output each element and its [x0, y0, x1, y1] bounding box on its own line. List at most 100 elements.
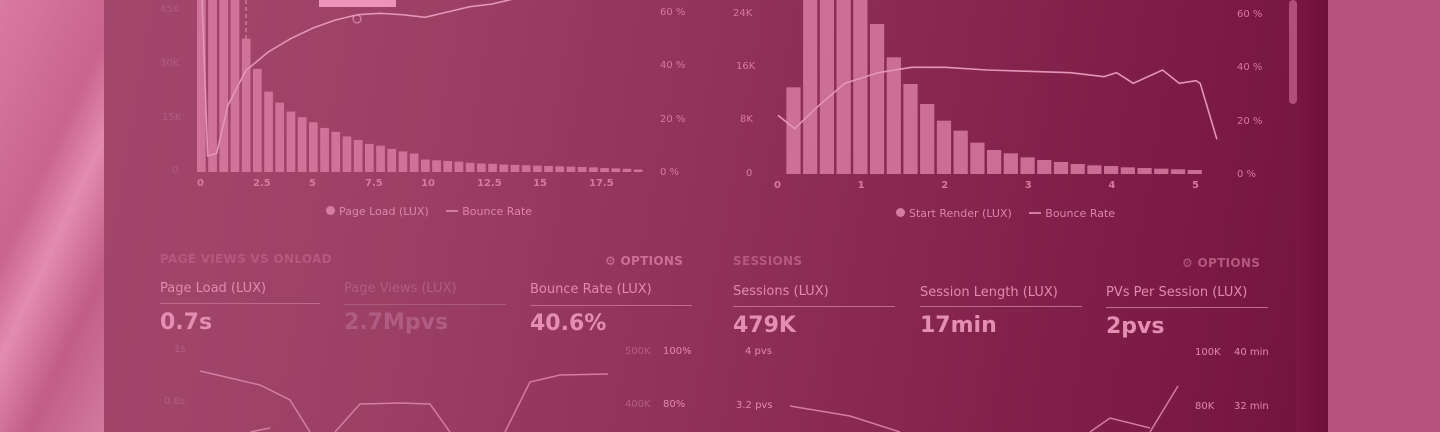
histogram-bar[interactable] — [264, 91, 273, 172]
options-button[interactable]: ⚙ OPTIONS — [605, 254, 683, 268]
metric-label[interactable]: Bounce Rate (LUX) — [530, 282, 652, 297]
histogram-bar[interactable] — [421, 159, 430, 172]
histogram-bar[interactable] — [320, 127, 329, 172]
histogram-bar[interactable] — [1137, 168, 1152, 174]
options-button[interactable]: ⚙ OPTIONS — [1182, 256, 1260, 270]
histogram-bar[interactable] — [365, 143, 374, 172]
histogram-bar[interactable] — [611, 168, 621, 172]
histogram-bar[interactable] — [1037, 160, 1052, 174]
section-title: SESSIONS — [733, 254, 803, 268]
histogram-bar[interactable] — [953, 130, 968, 174]
histogram-bar[interactable] — [443, 160, 453, 172]
histogram-bar[interactable] — [600, 168, 609, 172]
y2-tick: 40 % — [660, 60, 686, 71]
histogram-bar[interactable] — [286, 111, 296, 172]
histogram-bar[interactable] — [987, 150, 1002, 174]
y-tick: 30K — [160, 58, 180, 69]
monitor-bezel — [1296, 0, 1328, 432]
legend-dot-icon — [326, 206, 335, 215]
histogram-bar[interactable] — [1053, 162, 1069, 174]
histogram-bar[interactable] — [208, 0, 217, 172]
section-title: PAGE VIEWS VS ONLOAD — [160, 252, 332, 266]
y2-tick: 40 % — [1237, 62, 1263, 73]
histogram-bar[interactable] — [555, 166, 565, 172]
histogram-bar[interactable] — [920, 104, 935, 174]
legend: Page Load (LUX) Bounce Rate — [326, 205, 532, 218]
histogram-bar[interactable] — [409, 153, 419, 172]
histogram-bar[interactable] — [454, 161, 464, 172]
metric-label[interactable]: Session Length (LUX) — [920, 285, 1058, 300]
gear-icon: ⚙ — [605, 254, 617, 268]
histogram-bar[interactable] — [219, 0, 229, 172]
histogram-bar[interactable] — [510, 164, 520, 172]
histogram-bar[interactable] — [803, 0, 818, 174]
metric-value: 0.7s — [160, 310, 213, 335]
histogram-bar[interactable] — [1187, 170, 1202, 174]
histogram-bar[interactable] — [499, 164, 509, 172]
histogram-bar[interactable] — [566, 166, 576, 172]
y2-tick: 0 % — [660, 167, 680, 178]
histogram-bar[interactable] — [1170, 169, 1186, 174]
histogram-bar[interactable] — [230, 0, 240, 172]
histogram-bar[interactable] — [521, 165, 531, 172]
histogram-bar[interactable] — [253, 68, 262, 172]
histogram-bar[interactable] — [886, 57, 901, 175]
metric-label[interactable]: PVs Per Session (LUX) — [1106, 285, 1248, 300]
scrollbar[interactable] — [1289, 0, 1297, 104]
histogram-bar[interactable] — [1087, 165, 1102, 174]
histogram-bar[interactable] — [533, 165, 542, 172]
histogram-bar[interactable] — [342, 136, 352, 172]
histogram-bar[interactable] — [786, 87, 801, 174]
divider — [344, 304, 506, 305]
histogram-bar[interactable] — [1070, 164, 1085, 174]
histogram-bar[interactable] — [376, 145, 385, 172]
legend-bars: Start Render (LUX) — [909, 207, 1012, 220]
histogram-bar[interactable] — [1154, 168, 1169, 174]
histogram-bar[interactable] — [970, 142, 985, 174]
histogram-bar[interactable] — [465, 162, 475, 172]
histogram-bar[interactable] — [241, 38, 251, 172]
y-tick: 0 — [172, 165, 179, 176]
histogram-bar[interactable] — [633, 169, 643, 172]
x-tick: 1 — [857, 180, 865, 191]
histogram-bar[interactable] — [1003, 153, 1018, 174]
metric-value: 2pvs — [1106, 314, 1165, 339]
metric-label[interactable]: Sessions (LUX) — [733, 284, 829, 299]
histogram-bar[interactable] — [819, 0, 835, 174]
histogram-bar[interactable] — [853, 0, 868, 174]
histogram-bar[interactable] — [1020, 157, 1035, 174]
histogram-bar[interactable] — [936, 120, 952, 174]
histogram-bar[interactable] — [353, 140, 363, 172]
histogram-bar[interactable] — [331, 131, 341, 172]
histogram-bar[interactable] — [869, 24, 885, 174]
histogram-bar[interactable] — [1104, 166, 1119, 174]
histogram-bar[interactable] — [275, 102, 285, 172]
divider — [1106, 307, 1268, 308]
histogram-bar[interactable] — [589, 167, 598, 172]
axis-tick: 500K — [625, 346, 651, 357]
histogram-bar[interactable] — [432, 160, 441, 172]
histogram-bar[interactable] — [387, 148, 397, 172]
histogram-bar[interactable] — [477, 163, 486, 172]
histogram-bar[interactable] — [622, 168, 632, 172]
histogram-bar[interactable] — [903, 84, 918, 174]
axis-tick: 100% — [663, 346, 692, 357]
histogram-bar[interactable] — [398, 151, 408, 172]
legend-dot-icon — [896, 208, 905, 217]
histogram-bar[interactable] — [488, 163, 497, 172]
histogram-bar[interactable] — [836, 0, 851, 174]
histogram-bar[interactable] — [544, 165, 553, 172]
legend-line: Bounce Rate — [1045, 207, 1116, 220]
axis-tick: 100K — [1195, 347, 1221, 358]
metric-label[interactable]: Page Views (LUX) — [344, 281, 457, 296]
histogram-bar[interactable] — [309, 122, 318, 172]
metric-value: 40.6% — [530, 311, 607, 336]
trend-line — [249, 427, 271, 432]
histogram-bar[interactable] — [577, 167, 587, 172]
histogram-bar[interactable] — [197, 0, 206, 172]
metric-label[interactable]: Page Load (LUX) — [160, 281, 267, 296]
legend-bars: Page Load (LUX) — [339, 205, 429, 218]
y2-tick: 20 % — [660, 114, 686, 125]
histogram-bar[interactable] — [1120, 167, 1135, 174]
histogram-bar[interactable] — [297, 117, 307, 172]
